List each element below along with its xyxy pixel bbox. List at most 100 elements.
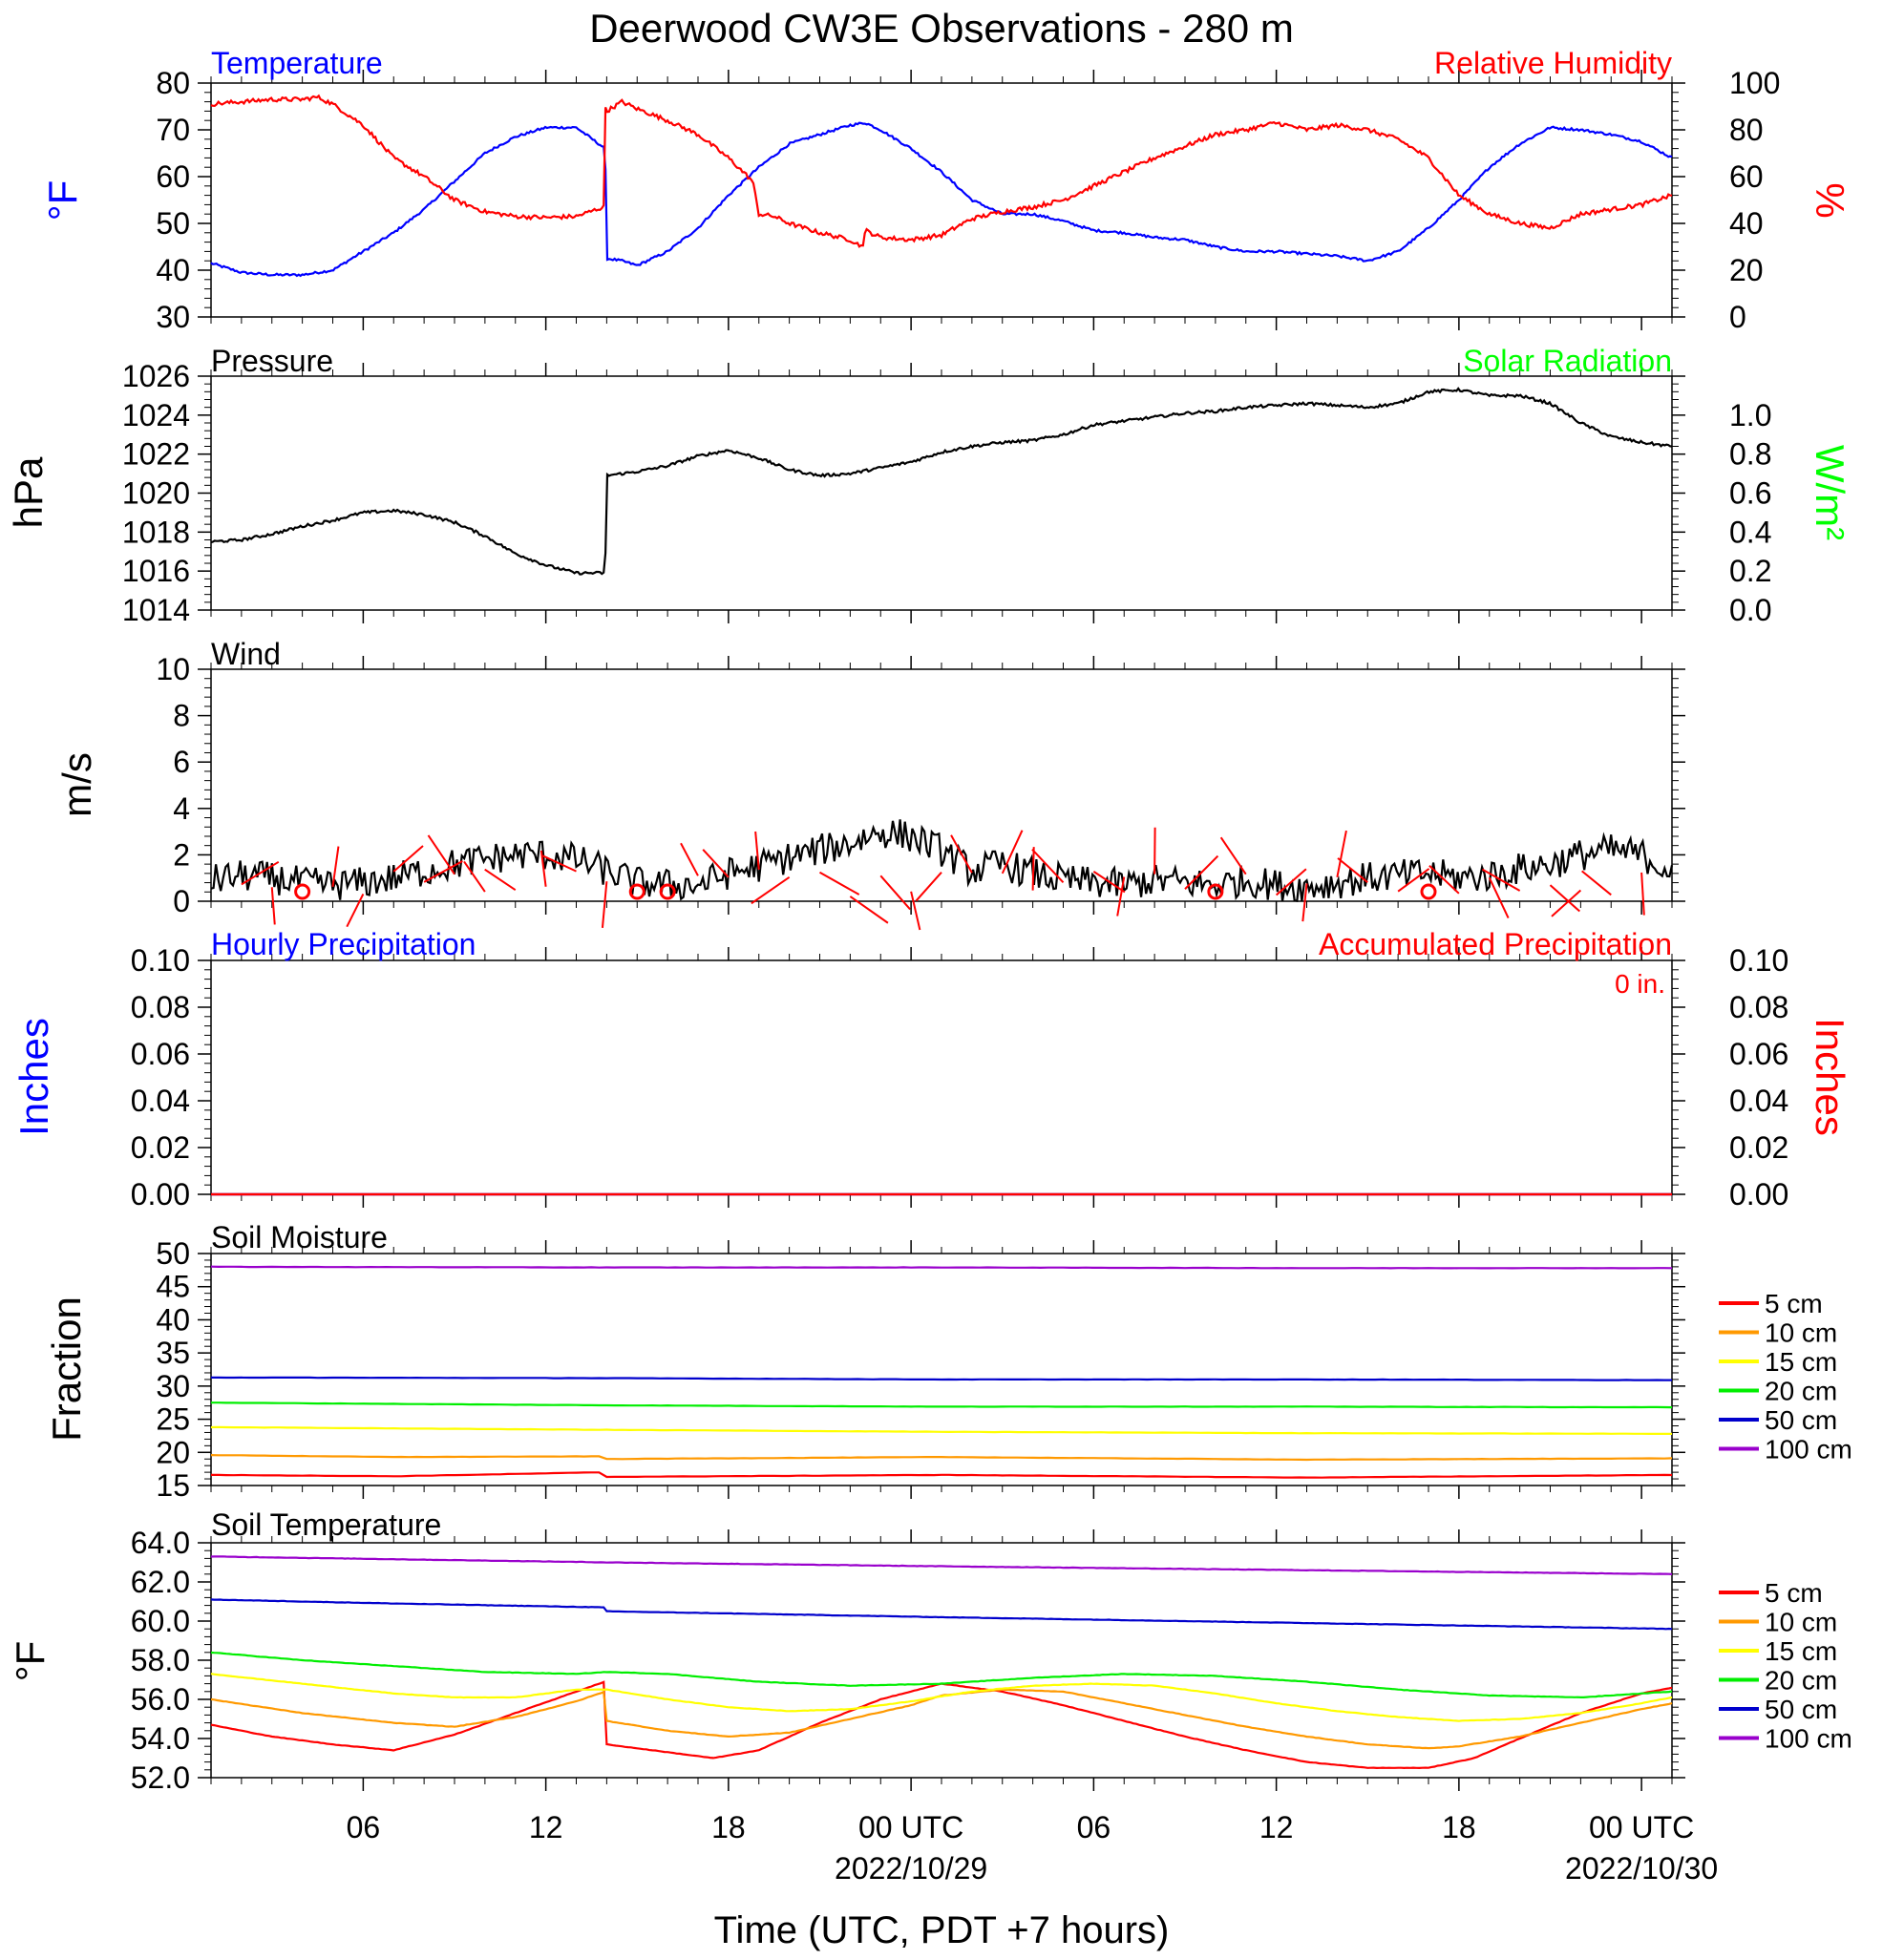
soil_temp-ytick-label: 54.0 <box>131 1721 190 1756</box>
solar-axis-label: W/m² <box>1808 445 1852 540</box>
accumulated-total-label: 0 in. <box>1615 969 1665 999</box>
soil-temperature-legend-label: 50 cm <box>1765 1695 1837 1724</box>
soil_temp-plot-frame <box>210 1542 1673 1779</box>
wind-title: Wind <box>211 637 281 671</box>
soil_moisture-plot-frame <box>210 1253 1673 1486</box>
pressure-ytick-label: 1020 <box>122 476 190 511</box>
temp_rh-ytick-label: 80 <box>156 66 190 100</box>
soil_temp-ytick-label: 56.0 <box>131 1682 190 1717</box>
wind-ytick-label: 2 <box>173 837 190 872</box>
calm-wind-marker <box>659 883 676 900</box>
soil-moisture-legend-label: 10 cm <box>1765 1318 1837 1348</box>
soil_moisture-ytick-label: 50 <box>156 1236 190 1271</box>
wind-barb <box>1336 830 1347 877</box>
wind-ytick-label: 0 <box>173 884 190 918</box>
wind-barb <box>331 846 340 888</box>
wind-barb <box>1301 883 1308 922</box>
wind-speed-line <box>210 819 1674 903</box>
temp_rh-ytick-label: 30 <box>156 300 190 334</box>
wind-barb <box>910 891 921 931</box>
temp_rh-ytick-label-right: 20 <box>1729 253 1764 287</box>
precip-ytick-label: 0.00 <box>131 1177 190 1212</box>
wind-ytick-label: 8 <box>173 699 190 733</box>
pressure-ytick-label-right: 0.6 <box>1729 476 1771 511</box>
soil-moisture-line <box>211 1471 1673 1479</box>
pressure-ytick-label-right: 0.4 <box>1729 515 1771 549</box>
x-tick-label: 18 <box>1442 1810 1476 1844</box>
soil-temperature-legend-label: 20 cm <box>1765 1666 1837 1696</box>
pressure-ytick-label-right: 0.2 <box>1729 554 1771 588</box>
soil_moisture-ytick-label: 45 <box>156 1270 190 1304</box>
soil-temperature-line <box>210 1598 1673 1631</box>
wind-barb <box>540 850 547 887</box>
temp_rh-ytick-label-right: 40 <box>1729 206 1764 241</box>
humidity-axis-label: % <box>1808 182 1852 218</box>
humidity-title: Relative Humidity <box>1434 46 1672 80</box>
wind-ytick-label: 4 <box>173 791 190 826</box>
soil_temp-ytick-label: 64.0 <box>131 1526 190 1560</box>
precip-ytick-label: 0.02 <box>131 1130 190 1165</box>
hourly-precip-title: Hourly Precipitation <box>211 927 476 961</box>
x-tick-label: 18 <box>711 1810 746 1844</box>
wind-barb <box>751 876 791 905</box>
wind-barb <box>680 842 699 876</box>
precip-ytick-label-right: 0.08 <box>1729 990 1788 1024</box>
figure-title: Deerwood CW3E Observations - 280 m <box>589 6 1294 51</box>
temp_rh-plot-frame <box>210 82 1673 318</box>
soil-moisture-legend-label: 20 cm <box>1765 1377 1837 1406</box>
precip-ytick-label-right: 0.06 <box>1729 1037 1788 1071</box>
wind-barb <box>1549 884 1580 913</box>
wind-barb <box>1397 868 1430 893</box>
wind-barb <box>1337 857 1368 883</box>
wind-barb <box>1031 849 1065 883</box>
wind-barb <box>1640 872 1645 916</box>
soil-temperature-line <box>210 1688 1673 1750</box>
wind-barb <box>1001 830 1024 875</box>
wind-barb <box>427 834 455 875</box>
temp_rh-ytick-label-right: 100 <box>1729 66 1780 100</box>
precip-axis-label-right: Inches <box>1808 1018 1852 1136</box>
x-tick-label: 00 UTC <box>1589 1810 1694 1844</box>
temperature-axis-label: °F <box>40 180 85 221</box>
wind-barb <box>241 860 280 886</box>
soil-moisture-line <box>210 1265 1673 1270</box>
temp_rh-ytick-label: 40 <box>156 253 190 287</box>
panel-precipitation: 0.00 0.02 0.04 0.06 0.08 0.10 0.00 0.02 0.04 0.06… <box>11 927 1852 1212</box>
x-tick-label: 06 <box>347 1810 381 1844</box>
temp_rh-ytick-label: 50 <box>156 206 190 241</box>
wind-barb <box>484 868 517 892</box>
wind-barb <box>1219 836 1247 875</box>
wind-barb <box>819 871 860 896</box>
pressure-ytick-label-right: 1.0 <box>1729 398 1771 432</box>
precip-plot-frame <box>210 959 1673 1195</box>
x-axis-title: Time (UTC, PDT +7 hours) <box>714 1909 1170 1951</box>
panel-soil-temperature: 52.0 54.0 56.0 58.0 60.0 62.0 64.0 Soil Tempera… <box>8 1507 1852 1886</box>
soil-temperature-title: Soil Temperature <box>211 1507 441 1542</box>
soil-moisture-axis-label: Fraction <box>44 1296 89 1442</box>
wind-ytick-label: 6 <box>173 745 190 779</box>
soil-temperature-axis-label: °F <box>8 1641 53 1681</box>
solar-radiation-title: Solar Radiation <box>1463 344 1672 378</box>
wind-barb <box>915 872 942 902</box>
precip-axis-label: Inches <box>11 1018 56 1136</box>
soil-moisture-line <box>210 1425 1672 1435</box>
soil-temperature-line <box>210 1673 1673 1722</box>
soil_moisture-ytick-label: 30 <box>156 1369 190 1403</box>
soil-moisture-line <box>211 1402 1673 1409</box>
soil-moisture-line <box>210 1454 1673 1462</box>
temp_rh-ytick-label: 70 <box>156 113 190 147</box>
precip-ytick-label-right: 0.10 <box>1729 943 1788 978</box>
soil-moisture-line <box>211 1376 1672 1381</box>
wind-barb <box>1481 868 1521 892</box>
pressure-ytick-label: 1022 <box>122 437 190 472</box>
wind-barb <box>1184 854 1219 890</box>
temp_rh-ytick-label: 60 <box>156 159 190 194</box>
pressure-line <box>210 387 1673 576</box>
wind-barb <box>702 849 730 878</box>
pressure-ytick-label-right: 0.8 <box>1729 437 1771 472</box>
precip-ytick-label-right: 0.04 <box>1729 1084 1788 1118</box>
calm-wind-marker <box>1420 883 1437 900</box>
x-date-label: 2022/10/29 <box>835 1851 987 1886</box>
